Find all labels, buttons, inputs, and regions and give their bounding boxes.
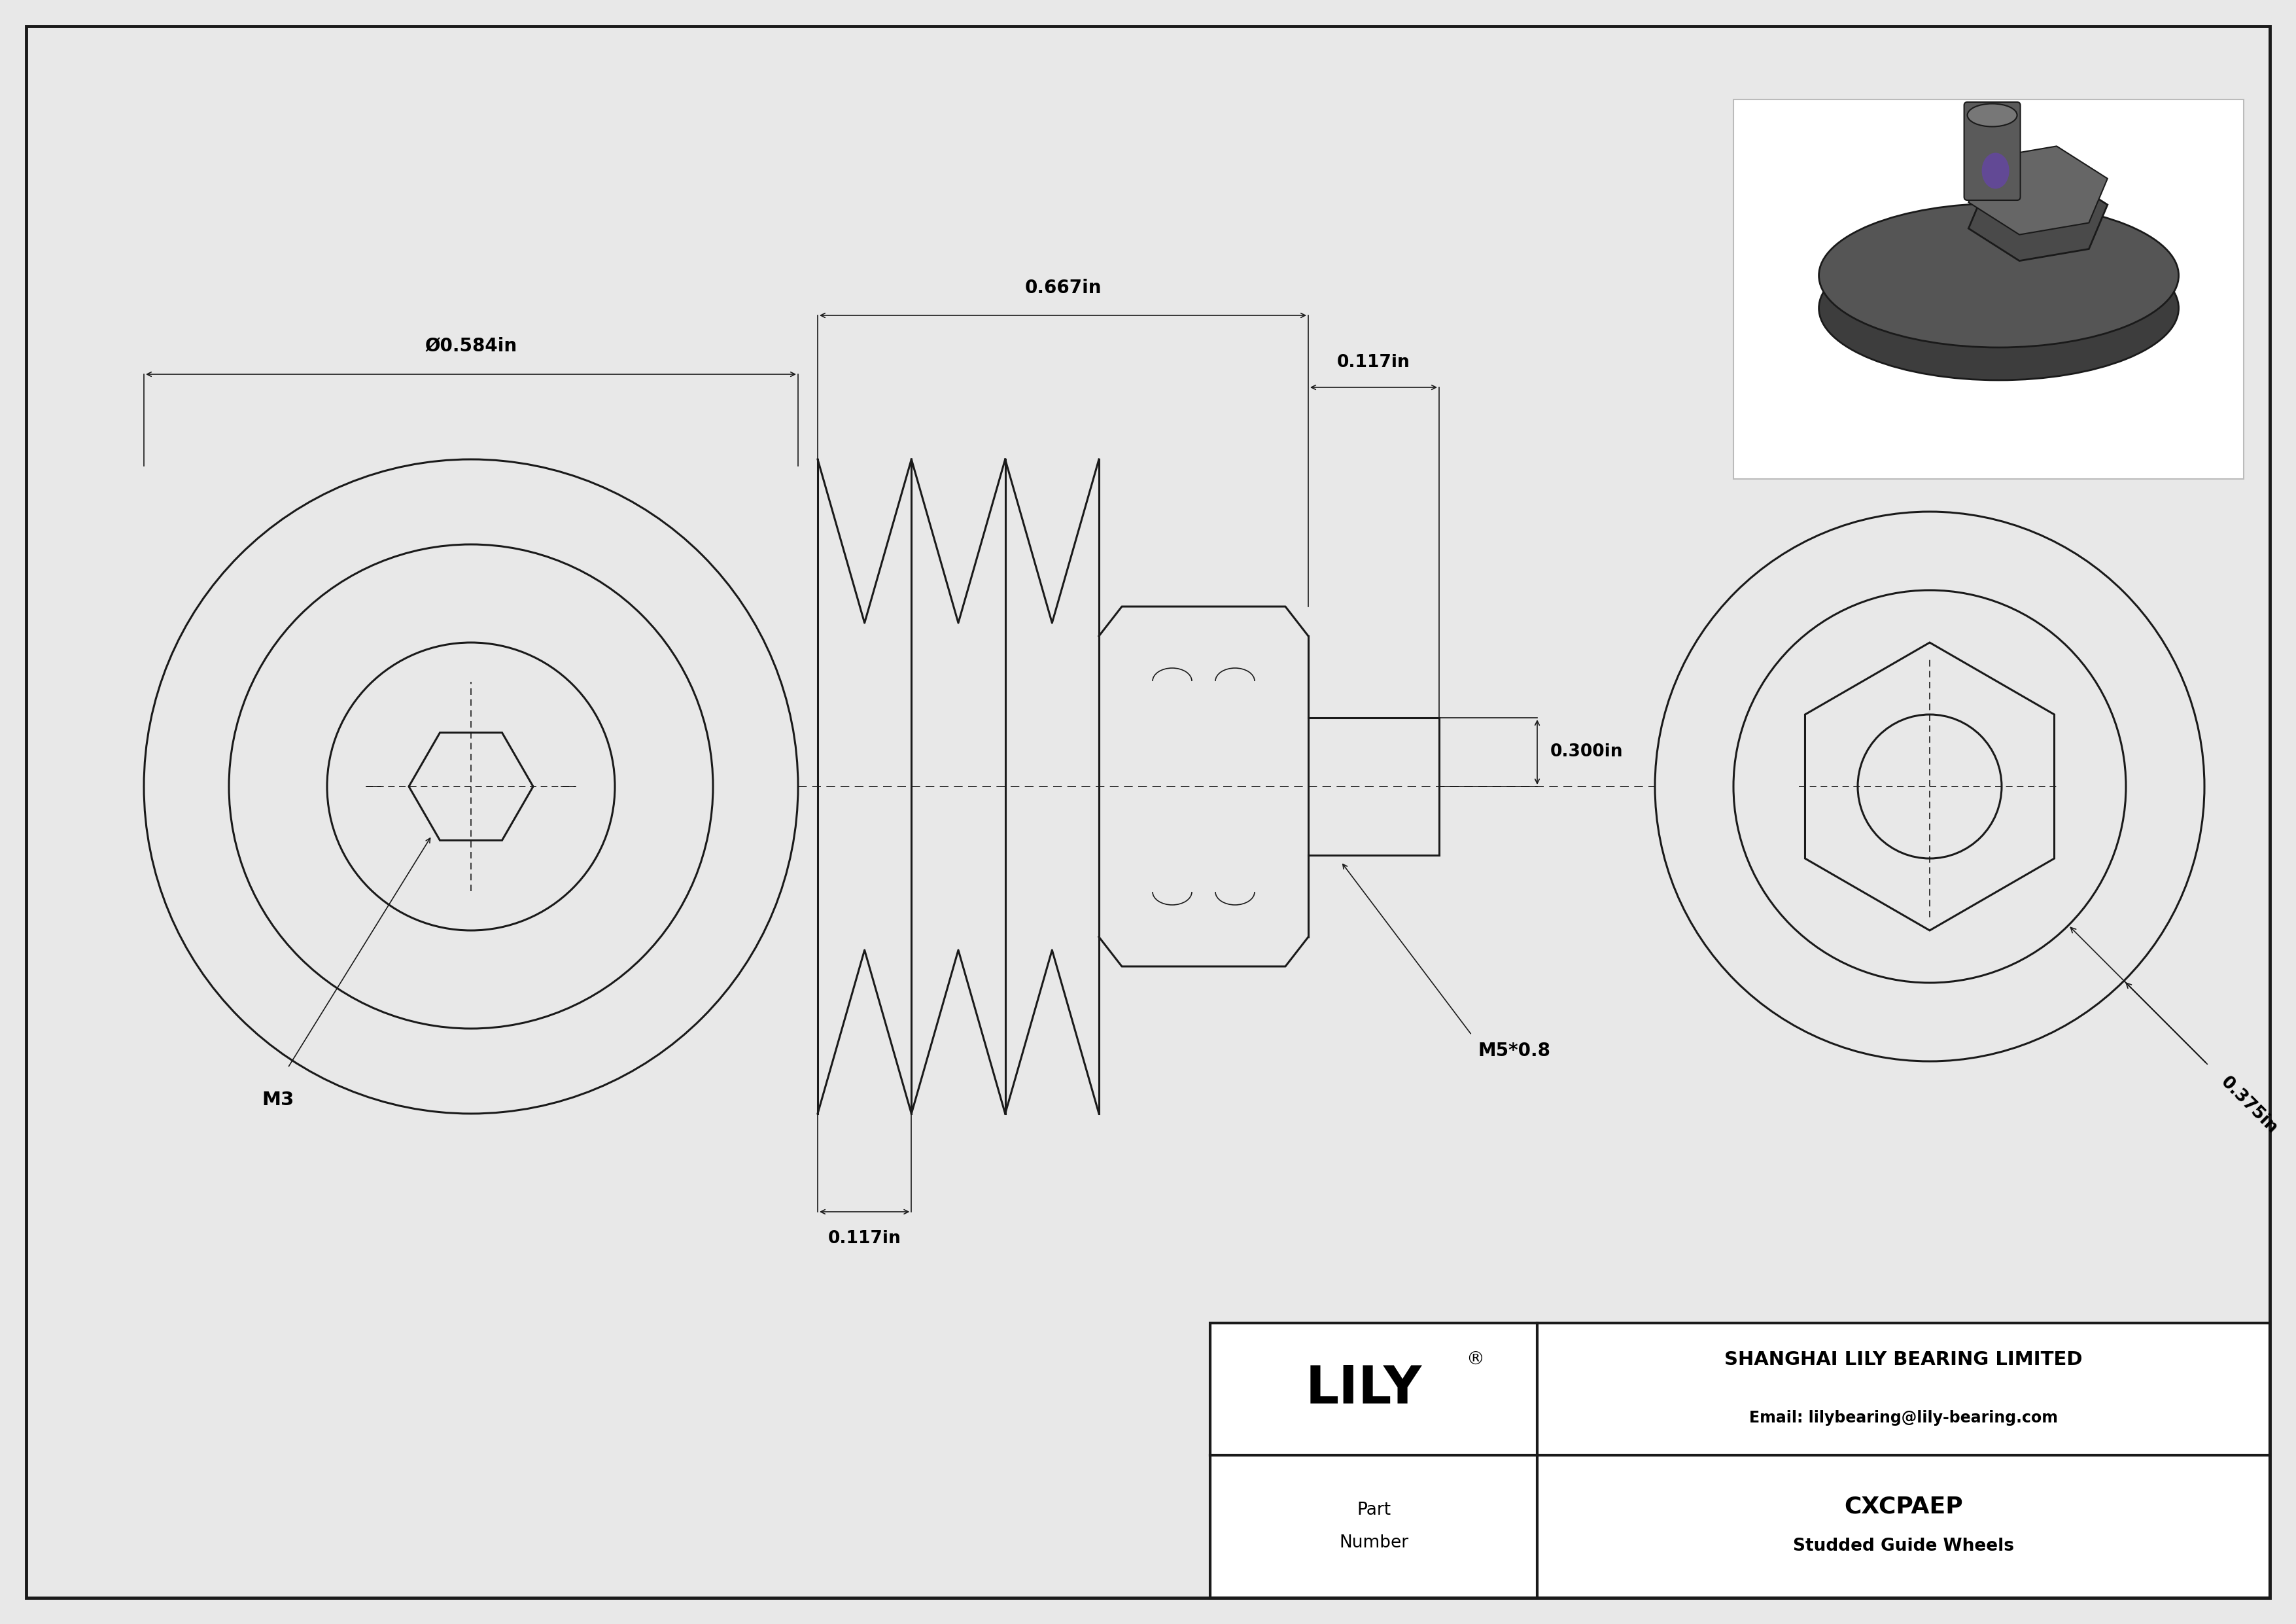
Text: 0.117in: 0.117in — [1336, 354, 1410, 370]
Polygon shape — [1968, 146, 2108, 234]
Bar — [1733, 99, 2243, 479]
Text: 0.117in: 0.117in — [829, 1229, 900, 1247]
Polygon shape — [1968, 172, 2108, 261]
Text: 0.667in: 0.667in — [1024, 279, 1102, 297]
Text: Studded Guide Wheels: Studded Guide Wheels — [1793, 1538, 2014, 1554]
Text: Number: Number — [1339, 1535, 1407, 1551]
Text: 0.300in: 0.300in — [1550, 744, 1623, 760]
Ellipse shape — [1981, 153, 2009, 188]
Text: Email: lilybearing@lily-bearing.com: Email: lilybearing@lily-bearing.com — [1750, 1410, 2057, 1426]
Ellipse shape — [1968, 104, 2018, 127]
Ellipse shape — [1818, 203, 2179, 348]
Bar — [1210, 1324, 2271, 1598]
Text: M5*0.8: M5*0.8 — [1479, 1041, 1550, 1060]
Text: Ø0.584in: Ø0.584in — [425, 336, 517, 354]
Text: LILY: LILY — [1306, 1364, 1421, 1415]
Text: Part: Part — [1357, 1502, 1391, 1518]
FancyBboxPatch shape — [1963, 102, 2020, 200]
Text: ®: ® — [1465, 1351, 1483, 1369]
Text: SHANGHAI LILY BEARING LIMITED: SHANGHAI LILY BEARING LIMITED — [1724, 1351, 2082, 1369]
Ellipse shape — [1818, 235, 2179, 380]
Text: M3: M3 — [262, 1091, 294, 1109]
Text: 0.375in: 0.375in — [2218, 1073, 2280, 1137]
Text: CXCPAEP: CXCPAEP — [1844, 1496, 1963, 1518]
